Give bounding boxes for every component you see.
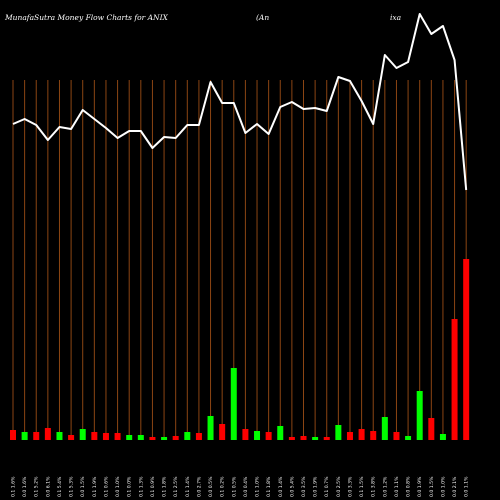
chart-title: MunafaSutra Money Flow Charts for ANIX [4,13,169,22]
x-tick-label: 0.0 5.4% [289,476,295,497]
money-flow-bar [195,433,202,440]
x-tick-label: 0.1 1.0% [255,476,261,497]
money-flow-bar [79,429,86,440]
x-tick-label: 0.0 1.2% [382,476,388,497]
money-flow-bar [370,431,377,440]
x-tick-label: 0.1 2.5% [173,476,179,497]
money-flow-bar [68,435,75,440]
x-tick-label: 0.0 1.5% [429,476,435,497]
money-flow-bar [381,417,388,440]
x-tick-label: 0.0 3.3% [347,476,353,497]
money-flow-bar [300,436,307,440]
x-tick-label: 0.0 2.5% [336,476,342,497]
money-flow-bar [91,432,98,440]
x-tick-label: 0.1 1.8% [162,476,168,497]
money-flow-bar [114,433,121,440]
money-flow-bar [21,432,28,440]
company-name-left: (An [256,13,269,22]
money-flow-bar [346,432,353,440]
x-tick-label: 0.0 1.1% [464,476,470,497]
money-flow-bar [10,430,16,440]
money-flow-bar [335,425,342,440]
money-flow-bar [242,429,249,440]
money-flow-bar [172,436,179,440]
money-flow-bar [288,437,295,440]
x-tick-labels: 0.1 1.6% 0.0 1.6% 0.1 5.2% 0.0 6.1% 0.1 5.4%… [11,476,470,497]
x-tick-label: 0.1 1.9% [92,476,98,497]
x-tick-label: 0.1 0.0% [127,476,133,497]
money-flow-bar [463,259,470,440]
x-tick-label: 0.0 2.1% [452,476,458,497]
x-tick-label: 0.0 1.0% [440,476,446,497]
x-tick-label: 0.1 0.7% [324,476,330,497]
x-tick-label: 0.1 5.3% [69,476,75,497]
money-flow-bar [137,435,144,440]
money-flow-bar [230,368,237,440]
price-line [12,13,468,191]
x-tick-label: 0.1 0.5% [231,476,237,497]
money-flow-bar [207,416,214,440]
money-flow-bar [439,434,446,440]
x-tick-label: 0.0 1.6% [22,476,28,497]
x-tick-label: 0.1 5.2% [34,476,40,497]
x-tick-label: 0.0 6.1% [45,476,51,497]
x-tick-label: 0.0 0.8% [406,476,412,497]
money-flow-bar [405,436,412,440]
x-tick-label: 0.0 1.1% [394,476,400,497]
x-tick-label: 0.0 0.4% [243,476,249,497]
x-tick-label: 0.0 2.7% [196,476,202,497]
x-tick-label: 0.0 1.9% [313,476,319,497]
money-flow-bar [416,391,423,440]
x-tick-label: 0.1 5.4% [57,476,63,497]
x-tick-label: 0.0 1.4% [278,476,284,497]
money-flow-bar [312,437,319,440]
money-flow-bar [265,432,272,440]
x-tick-label: 0.1 1.6% [11,476,17,497]
x-tick-label: 0.1 1.8% [266,476,272,497]
money-flow-bar [451,319,458,440]
money-flow-bar [254,431,261,440]
x-tick-label: 0.0 3.5% [301,476,307,497]
x-tick-label: 0.0 0.5% [208,476,214,497]
money-flow-bar [56,432,63,440]
x-tick-label: 0.0 1.0% [115,476,121,497]
money-flow-bars [10,259,470,440]
money-flow-bar [323,437,330,440]
money-flow-bar [428,418,435,440]
money-flow-bar [358,429,365,440]
money-flow-bar [277,426,284,440]
x-tick-label: 0.0 1.9% [417,476,423,497]
x-tick-label: 0.1 1.3% [138,476,144,497]
x-tick-label: 0.1 1.5% [359,476,365,497]
x-tick-label: 0.0 1.5% [80,476,86,497]
x-tick-label: 0.1 3.8% [371,476,377,497]
money-flow-bar [149,437,156,440]
money-flow-bar [126,435,133,440]
money-flow-bar [393,432,400,440]
money-flow-bar [219,424,226,440]
money-flow-bar [102,433,109,440]
money-flow-bar [184,432,191,440]
x-tick-label: 0.1 0.2% [220,476,226,497]
company-name-right: ixa [390,13,401,22]
price-line-layer [12,13,468,191]
money-flow-bar [161,437,168,440]
money-flow-bar [44,428,51,440]
x-tick-label: 0.1 0.9% [150,476,156,497]
money-flow-bar [33,432,40,440]
x-tick-label: 0.1 0.6% [103,476,109,497]
x-tick-label: 0.1 1.4% [185,476,191,497]
